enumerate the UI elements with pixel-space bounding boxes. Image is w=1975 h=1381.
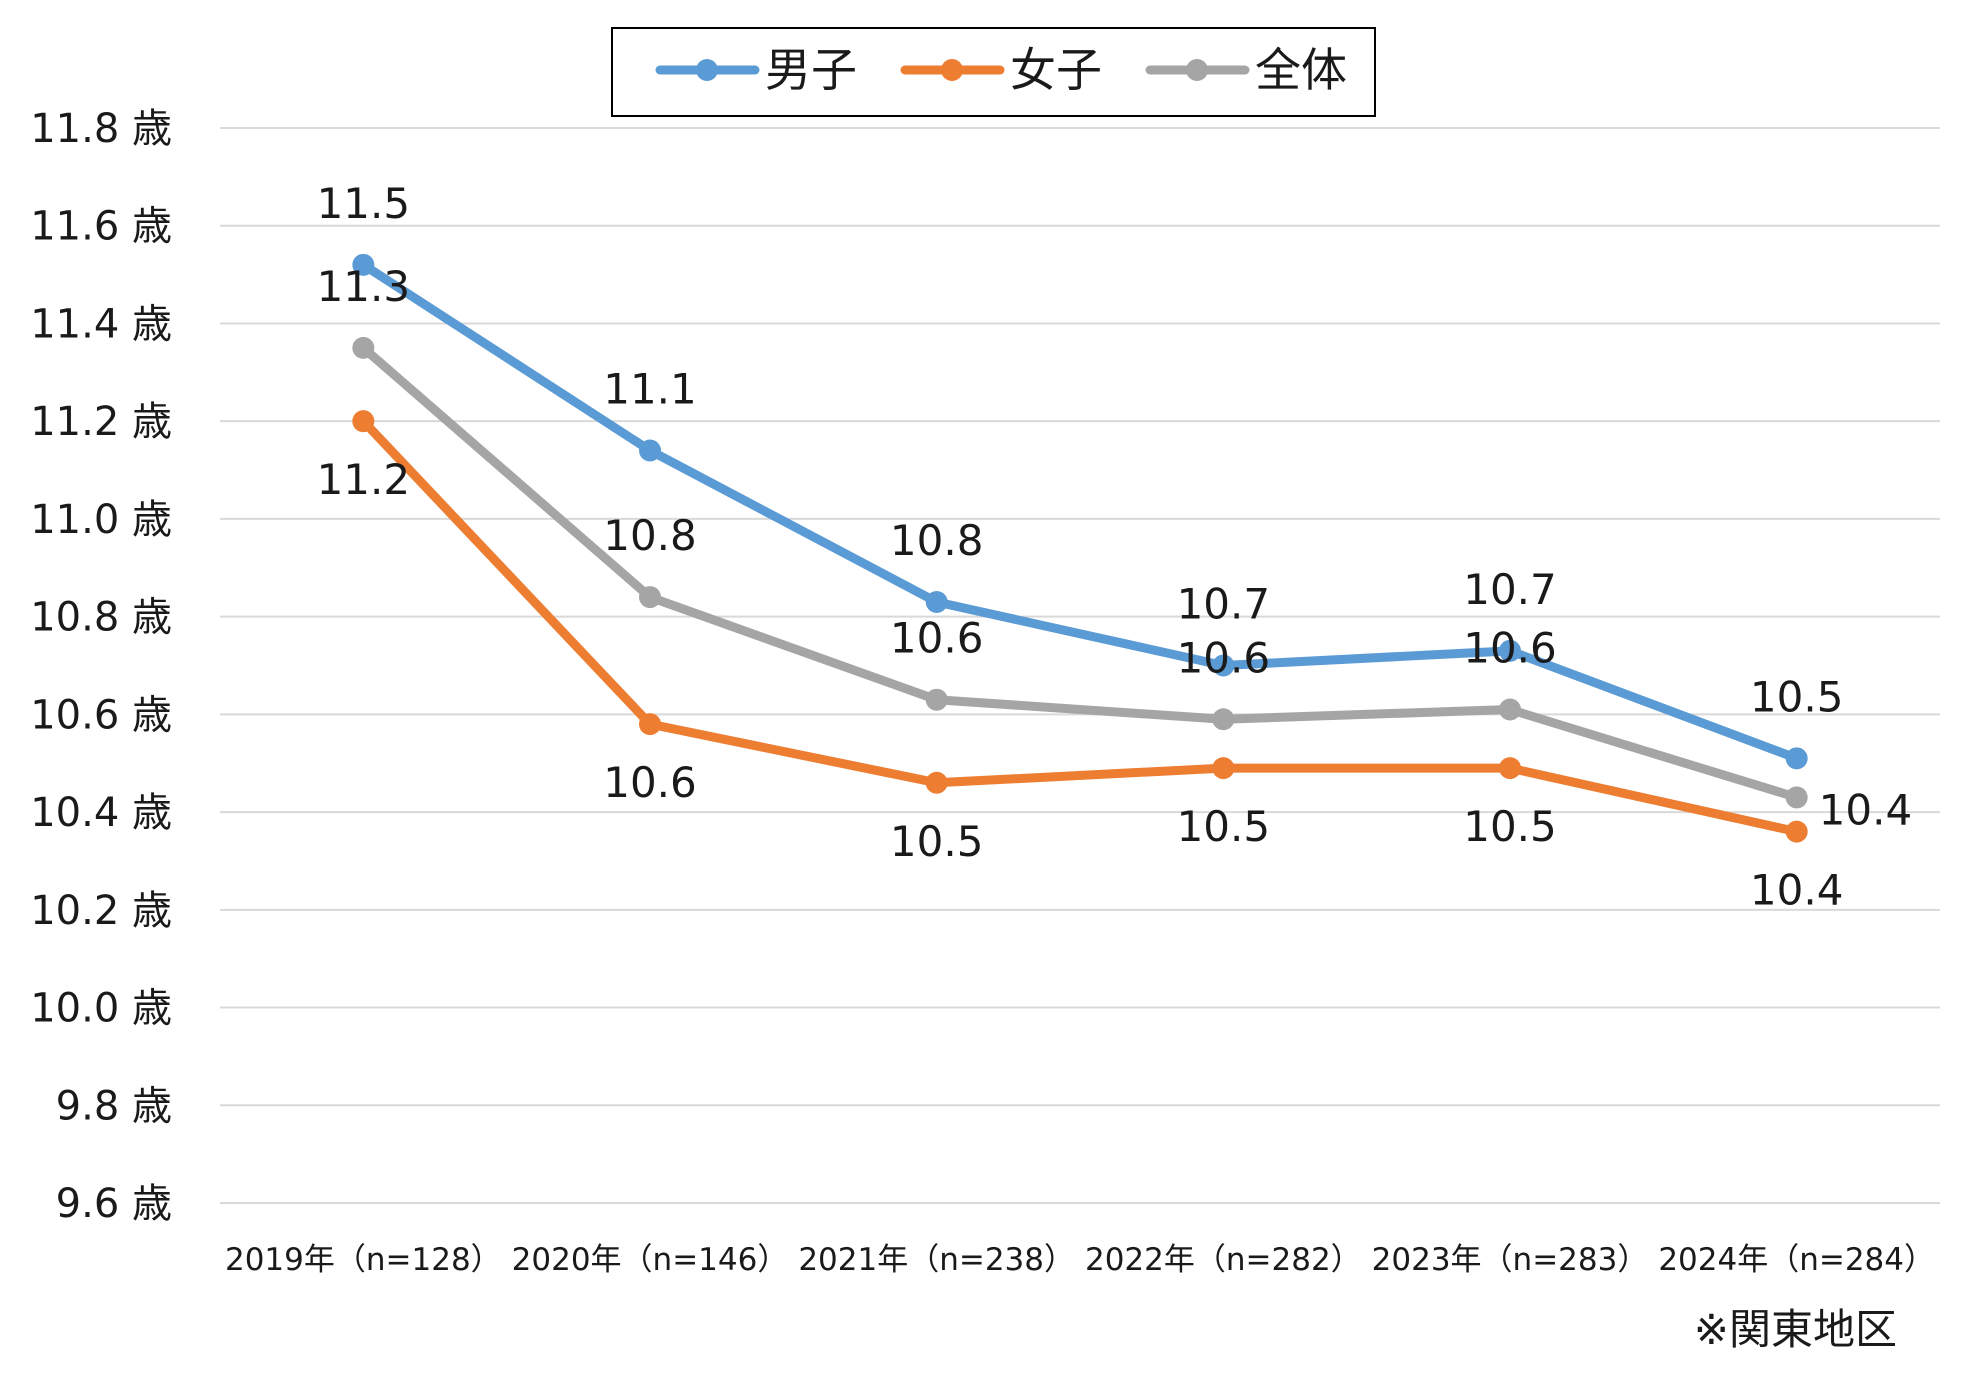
legend-label: 女子 [1010, 43, 1102, 97]
legend-label: 男子 [765, 43, 857, 97]
y-tick-label: 10.0 歳 [30, 986, 172, 1032]
data-point [639, 713, 661, 736]
y-tick-label: 10.6 歳 [30, 692, 172, 738]
data-label: 10.5 [1177, 802, 1271, 851]
x-tick-label: 2022年（n=282） [1085, 1242, 1362, 1278]
footnote: ※関東地区 [1694, 1305, 1897, 1354]
data-label: 10.4 [1819, 785, 1913, 834]
y-tick-label: 11.0 歳 [30, 497, 172, 543]
y-tick-label: 9.6 歳 [56, 1181, 172, 1227]
data-point [1499, 639, 1521, 662]
data-label: 10.8 [603, 511, 697, 560]
data-point [1499, 698, 1521, 721]
data-label: 11.5 [317, 179, 411, 228]
data-label: 10.5 [890, 817, 984, 866]
data-point [925, 688, 948, 711]
x-tick-label: 2024年（n=284） [1658, 1242, 1935, 1278]
data-point [352, 253, 375, 276]
data-point [639, 586, 661, 609]
y-tick-label: 10.8 歳 [30, 595, 172, 641]
y-tick-label: 9.8 歳 [56, 1083, 172, 1129]
data-label: 10.7 [1463, 565, 1557, 614]
data-label: 11.3 [317, 262, 411, 311]
y-tick-label: 10.4 歳 [30, 790, 172, 836]
data-label: 10.6 [890, 614, 984, 663]
data-point [1785, 747, 1808, 770]
legend-marker [941, 59, 963, 81]
data-point [1499, 757, 1521, 780]
data-label: 10.5 [1463, 802, 1557, 851]
data-point [639, 439, 661, 462]
data-label: 10.6 [1463, 623, 1557, 672]
series-line [358, 343, 1802, 802]
data-label: 10.6 [1177, 633, 1271, 682]
series-line [358, 416, 1802, 837]
data-label: 10.4 [1750, 866, 1844, 915]
data-label: 11.2 [317, 455, 411, 504]
x-tick-label: 2020年（n=146） [512, 1242, 789, 1278]
data-point [352, 410, 375, 433]
y-axis-tick-labels: 11.8 歳 11.6 歳 11.4 歳 11.2 歳 11.0 歳 10.8 歳 10.6… [30, 106, 172, 1227]
data-point [352, 336, 375, 359]
data-label: 10.7 [1177, 580, 1271, 629]
y-tick-label: 11.6 歳 [30, 204, 172, 250]
series-lines [352, 253, 1808, 843]
series-line [358, 260, 1802, 763]
y-tick-label: 11.8 歳 [30, 106, 172, 152]
legend-marker [1186, 59, 1208, 81]
data-labels: 11.5 11.1 10.8 10.7 10.7 10.5 11.2 10.6 10.5 10.5… [317, 179, 1913, 915]
gridlines [220, 127, 1940, 1204]
data-label: 10.8 [890, 516, 984, 565]
data-label: 11.1 [603, 365, 697, 414]
legend-label: 全体 [1255, 43, 1347, 97]
data-point [1785, 786, 1808, 809]
x-tick-label: 2019年（n=128） [225, 1242, 502, 1278]
data-label: 10.6 [603, 758, 697, 807]
y-tick-label: 11.2 歳 [30, 399, 172, 445]
data-point [925, 590, 948, 613]
data-point [925, 771, 948, 794]
y-tick-label: 11.4 歳 [30, 301, 172, 347]
data-point [1785, 820, 1808, 843]
x-axis-tick-labels: 2019年（n=128） 2020年（n=146） 2021年（n=238） 2022… [225, 1242, 1935, 1278]
legend: 男子 女子 全体 [611, 27, 1376, 117]
x-tick-label: 2023年（n=283） [1372, 1242, 1649, 1278]
legend-marker [696, 59, 718, 81]
data-point [1212, 708, 1235, 731]
data-point [1212, 654, 1235, 677]
data-label: 10.5 [1750, 672, 1844, 721]
y-tick-label: 10.2 歳 [30, 888, 172, 934]
x-tick-label: 2021年（n=238） [798, 1242, 1075, 1278]
data-point [1212, 757, 1235, 780]
